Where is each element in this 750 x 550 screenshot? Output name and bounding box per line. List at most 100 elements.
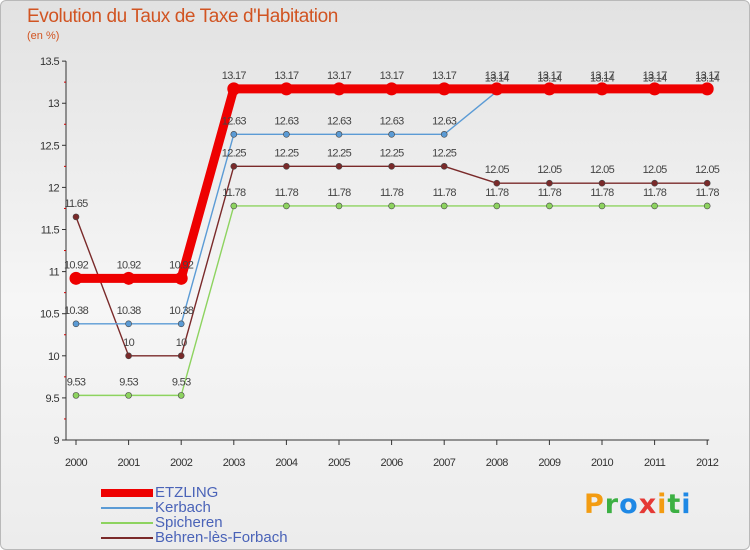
data-label: 12.25: [327, 147, 352, 159]
legend-label: Kerbach: [155, 499, 211, 516]
data-label: 11.78: [590, 187, 614, 199]
data-point: [335, 131, 343, 138]
legend-item: ETZLING: [101, 484, 311, 501]
x-tick-label: 2008: [486, 457, 509, 469]
data-point: [230, 131, 238, 138]
y-tick-label: 10.5: [40, 309, 59, 321]
data-point: [490, 82, 504, 96]
data-point: [72, 320, 80, 328]
data-point: [332, 82, 346, 96]
y-tick-label: 10: [48, 351, 60, 363]
legend-item: Behren-lès-Forbach: [101, 529, 311, 546]
data-point: [72, 213, 80, 221]
y-tick-label: 12.5: [40, 140, 59, 152]
data-label: 13.14: [643, 72, 668, 84]
data-label: 10.38: [117, 305, 142, 317]
data-point: [279, 82, 293, 96]
data-label: 12.25: [222, 147, 247, 159]
data-label: 10.38: [64, 305, 89, 317]
data-point: [335, 163, 343, 170]
data-label: 11.78: [538, 187, 562, 199]
data-point: [227, 82, 241, 96]
y-tick-label: 9.5: [46, 393, 60, 405]
data-label: 12.25: [274, 147, 299, 159]
data-label: 12.25: [380, 147, 405, 159]
x-tick-label: 2010: [591, 457, 614, 469]
data-point: [703, 202, 711, 210]
data-label: 13.17: [537, 70, 562, 82]
legend: ETZLING Kerbach Spicheren Behren-lès-Forbac…: [101, 484, 311, 546]
data-point: [125, 392, 132, 399]
legend-swatch: [101, 507, 153, 509]
data-point: [437, 82, 451, 96]
logo-letter: x: [638, 489, 658, 520]
data-point: [703, 179, 711, 187]
data-label: 13.14: [590, 72, 615, 84]
data-label: 12.25: [432, 147, 457, 159]
data-point: [700, 82, 714, 96]
data-point: [388, 163, 395, 170]
data-point: [283, 202, 290, 210]
data-point: [493, 202, 501, 210]
data-label: 13.17: [222, 70, 247, 82]
data-label: 13.17: [380, 70, 405, 82]
x-tick-label: 2012: [696, 457, 719, 469]
data-label: 11.78: [485, 187, 509, 199]
legend-label: ETZLING: [155, 484, 219, 501]
data-point: [230, 163, 238, 170]
data-label: 12.63: [432, 115, 457, 127]
legend-swatch: [101, 522, 153, 524]
data-label: 10: [123, 337, 134, 349]
data-point: [125, 352, 132, 360]
data-label: 13.17: [274, 70, 299, 82]
data-label: 9.53: [172, 376, 191, 388]
x-tick-label: 2009: [538, 457, 561, 469]
data-label: 13.17: [485, 70, 510, 82]
x-tick-label: 2002: [170, 457, 193, 469]
data-label: 12.63: [327, 115, 352, 127]
x-tick-label: 2006: [381, 457, 404, 469]
data-label: 11.78: [222, 187, 246, 199]
data-point: [493, 179, 501, 187]
y-tick-label: 11.5: [41, 225, 60, 237]
data-label: 11.78: [380, 187, 404, 199]
data-point: [177, 352, 185, 360]
data-label: 13.14: [537, 72, 562, 84]
data-label: 9.53: [67, 376, 86, 388]
logo-letter: i: [657, 489, 668, 520]
data-label: 12.63: [380, 115, 405, 127]
logo-letter: i: [681, 489, 692, 520]
legend-item: Kerbach: [101, 499, 311, 516]
data-point: [335, 202, 343, 210]
data-labels: 10.92 10.92 10.92 13.17 13.17 13.17 13.17 13.17…: [64, 70, 721, 388]
logo-letter: r: [604, 489, 620, 520]
data-label: 9.53: [119, 376, 138, 388]
data-point: [283, 163, 290, 170]
data-label: 13.17: [643, 70, 668, 82]
data-label: 10.92: [117, 259, 142, 271]
data-point: [174, 271, 188, 285]
chart-subtitle: (en %): [27, 30, 60, 42]
data-point: [177, 392, 185, 399]
data-label: 12.05: [590, 164, 615, 176]
data-label: 10.92: [169, 259, 194, 271]
data-label: 13.14: [695, 72, 720, 84]
data-point: [283, 131, 290, 138]
data-label: 12.05: [643, 164, 668, 176]
data-label: 10.38: [169, 305, 194, 317]
data-point: [440, 163, 448, 170]
y-tick-label: 13: [48, 98, 60, 110]
axes: 9 9.5 10 10.5 11 11.5 12 12.5 13 13.5 2000 2001 2002…: [40, 56, 719, 469]
data-label: 10.92: [64, 259, 89, 271]
data-label: 11.78: [327, 187, 351, 199]
data-point: [648, 82, 662, 96]
y-tick-label: 9: [53, 435, 59, 447]
data-point: [230, 202, 238, 210]
data-point: [125, 320, 132, 328]
data-point: [546, 179, 553, 187]
data-point: [388, 202, 395, 210]
x-tick-label: 2003: [223, 457, 246, 469]
data-point: [440, 131, 448, 138]
